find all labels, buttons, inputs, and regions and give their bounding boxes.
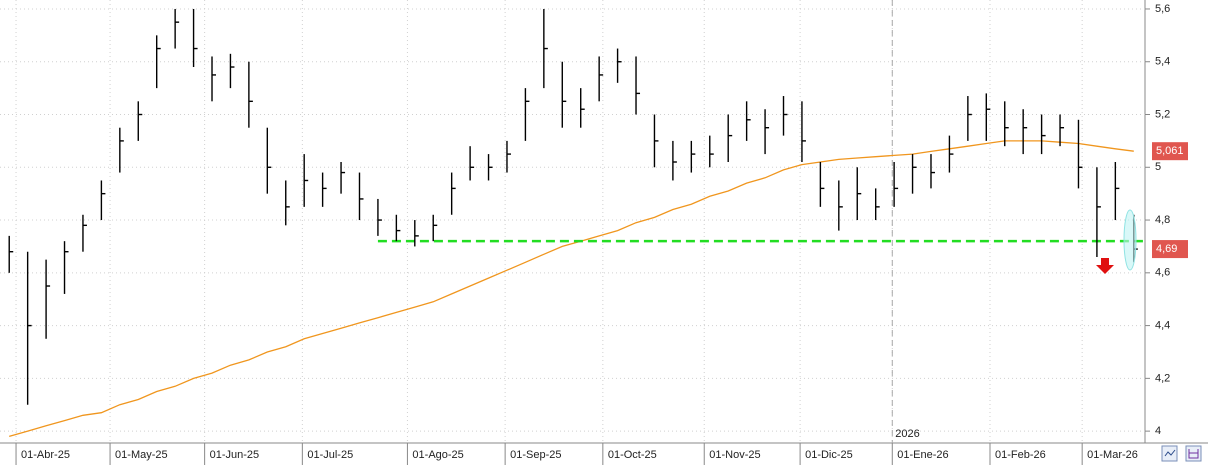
year-label: 2026 <box>895 428 919 440</box>
down-arrow <box>1096 258 1114 274</box>
y-tick-label: 4,2 <box>1155 372 1170 384</box>
chart-icon-glyph <box>1164 449 1176 457</box>
x-tick-label: 01-Sep-25 <box>510 449 561 461</box>
x-tick-label: 01-Dic-25 <box>805 449 853 461</box>
price-label-box <box>1152 240 1188 259</box>
price-label-box <box>1152 142 1188 161</box>
x-tick-label: 01-Ene-26 <box>897 449 948 461</box>
x-tick-label: 01-Jul-25 <box>307 449 353 461</box>
y-tick-label: 5 <box>1155 161 1161 173</box>
x-tick-label: 01-May-25 <box>115 449 168 461</box>
x-tick-label: 01-Abr-25 <box>21 449 70 461</box>
x-tick-label: 01-Jun-25 <box>210 449 260 461</box>
y-tick-label: 4,8 <box>1155 214 1170 226</box>
price-label: 4,69 <box>1156 243 1177 255</box>
highlight-ellipse <box>1123 209 1137 271</box>
y-tick-label: 5,4 <box>1155 56 1170 68</box>
y-tick-label: 5,6 <box>1155 3 1170 15</box>
x-tick-label: 01-Nov-25 <box>709 449 760 461</box>
y-tick-label: 4,6 <box>1155 267 1170 279</box>
price-label: 5,061 <box>1156 145 1184 157</box>
y-tick-label: 5,2 <box>1155 108 1170 120</box>
moving-average <box>9 140 1134 438</box>
y-tick-label: 4 <box>1155 425 1161 437</box>
x-tick-label: 01-Oct-25 <box>608 449 657 461</box>
plot-area: 5,6 5,4 5,2 5 4,8 4,6 4,4 4,2 4 01-Abr-25 01-May-2… <box>0 0 1170 465</box>
save-icon-glyph <box>1188 449 1199 459</box>
x-tick-label: 01-Ago-25 <box>412 449 463 461</box>
x-tick-label: 01-Feb-26 <box>995 449 1046 461</box>
x-tick-label: 01-Mar-26 <box>1087 449 1138 461</box>
y-tick-label: 4,4 <box>1155 319 1170 331</box>
